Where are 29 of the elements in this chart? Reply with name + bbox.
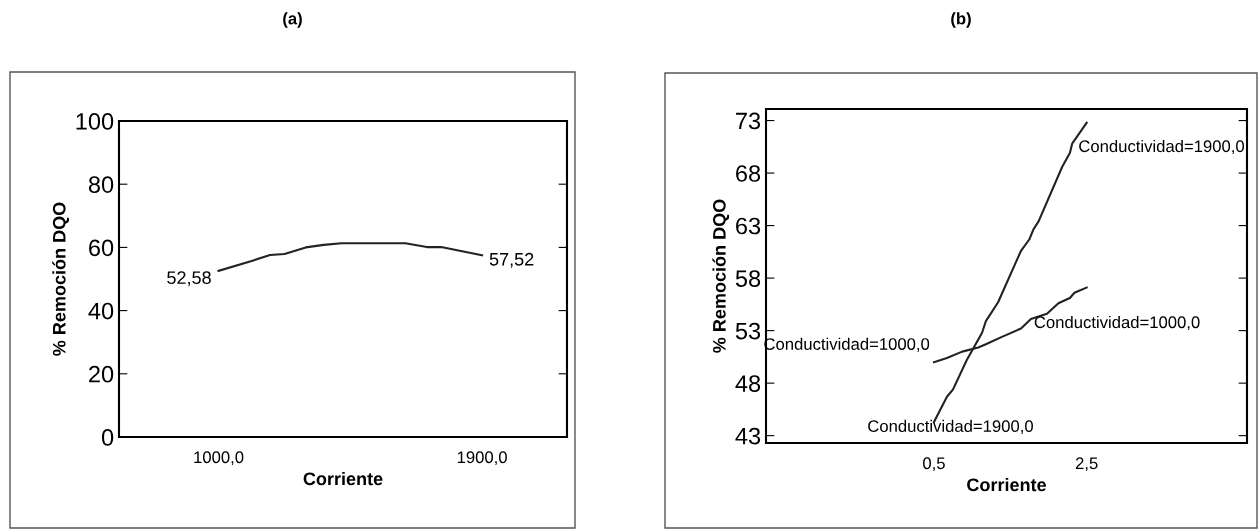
x-axis-title: Corriente — [303, 471, 383, 486]
y-tick-label: 68 — [736, 165, 761, 182]
y-tick-label: 53 — [735, 322, 761, 340]
chart-title: (a) — [283, 12, 302, 28]
annotation: Conductividad=1900,0 — [1079, 139, 1245, 155]
y-tick-label: 58 — [735, 270, 761, 287]
y-tick-label: 100 — [76, 113, 114, 130]
y-tick-label: 43 — [735, 427, 761, 445]
x-tick-label: 0,5 — [923, 457, 945, 472]
annotation: 52,58 — [167, 271, 211, 287]
y-tick-label: 40 — [88, 302, 114, 320]
x-tick-label: 2,5 — [1075, 457, 1098, 472]
chart-title: (b) — [951, 12, 971, 28]
y-tick-label: 80 — [88, 176, 114, 193]
annotation: Conductividad=1900,0 — [868, 419, 1033, 434]
y-tick-label: 63 — [736, 217, 761, 235]
y-tick-label: 0 — [101, 429, 114, 446]
x-tick-label: 1900,0 — [457, 451, 507, 466]
y-tick-label: 60 — [89, 239, 114, 257]
line-series — [217, 242, 484, 272]
annotation: 57,52 — [489, 252, 534, 268]
y-axis-title: % Remoción DQO — [52, 202, 69, 356]
y-axis-title: % Remoción DQO — [712, 199, 730, 353]
y-tick-label: 48 — [735, 375, 761, 392]
annotation: Conductividad=1000,0 — [1034, 315, 1200, 331]
x-axis-title: Corriente — [967, 477, 1047, 492]
y-tick-label: 20 — [89, 365, 114, 383]
x-tick-label: 1000,0 — [194, 451, 244, 466]
y-tick-label: 73 — [736, 112, 761, 130]
